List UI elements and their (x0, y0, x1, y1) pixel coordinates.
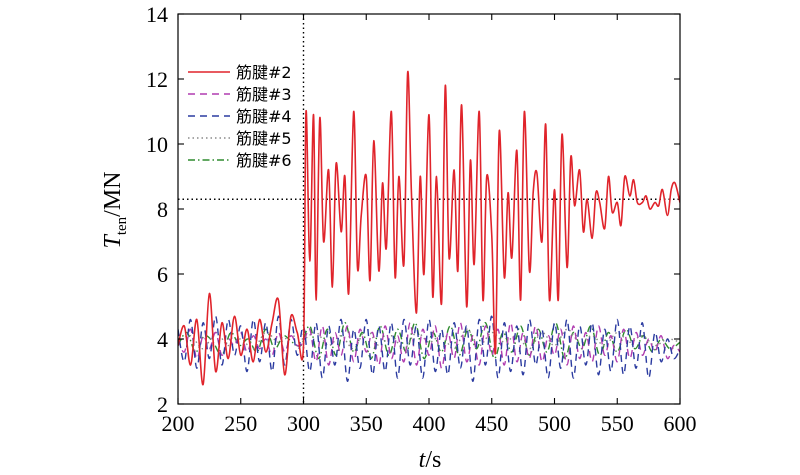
legend-label-5: 筋腱#5 (236, 129, 292, 148)
x-tick-label: 550 (601, 411, 634, 436)
series-line-6 (178, 322, 680, 360)
legend-label-3: 筋腱#3 (236, 85, 292, 104)
x-tick-label: 500 (538, 411, 571, 436)
legend-label-2: 筋腱#2 (236, 63, 292, 82)
y-tick-label: 12 (146, 67, 168, 92)
axis-labels: t/s Tten/MN (100, 171, 441, 473)
x-tick-label: 450 (475, 411, 508, 436)
series-line-3 (178, 322, 680, 369)
y-tick-label: 2 (157, 392, 168, 417)
legend-label-4: 筋腱#4 (236, 107, 292, 126)
x-tick-label: 350 (350, 411, 383, 436)
y-tick-label: 14 (146, 2, 168, 27)
x-tick-label: 200 (162, 411, 195, 436)
x-tick-label: 250 (224, 411, 257, 436)
legend-label-6: 筋腱#6 (236, 151, 292, 170)
series-line-4 (178, 315, 680, 382)
y-axis-label: Tten/MN (100, 171, 130, 248)
x-tick-label: 600 (664, 411, 697, 436)
series-line-2 (178, 70, 680, 386)
x-axis-label: t/s (419, 447, 442, 473)
y-tick-label: 8 (157, 197, 168, 222)
y-tick-label: 4 (157, 327, 168, 352)
x-tick-label: 400 (413, 411, 446, 436)
x-tick-label: 300 (287, 411, 320, 436)
y-tick-label: 6 (157, 262, 168, 287)
y-tick-label: 10 (146, 132, 168, 157)
series-group (178, 70, 680, 386)
legend: 筋腱#2 筋腱#3 筋腱#4 筋腱#5 筋腱#6 (188, 63, 292, 170)
series-line-5 (178, 328, 680, 350)
tick-labels: 200 250 300 350 400 450 500 550 600 2 4 6 8 10 12 14 (146, 2, 697, 436)
